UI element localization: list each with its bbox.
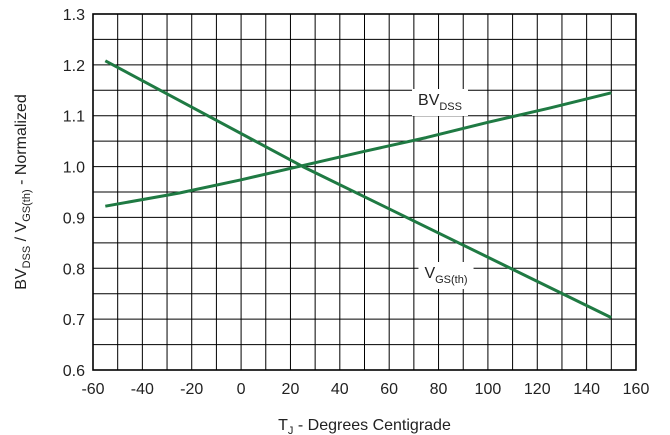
y-tick-label: 0.7 bbox=[63, 312, 85, 329]
y-tick-label: 1.0 bbox=[63, 160, 85, 177]
x-tick-labels: -60 -40 -20 0 20 40 60 80 100 120 140 160 bbox=[81, 381, 649, 398]
x-axis-title: TJ - Degrees Centigrade bbox=[278, 417, 451, 435]
y-tick-label: 0.6 bbox=[63, 363, 85, 380]
series-line-0 bbox=[105, 91, 612, 208]
y-tick-label: 0.8 bbox=[63, 261, 85, 278]
y-tick-labels: 0.6 0.7 0.8 0.9 1.0 1.1 1.2 1.3 bbox=[63, 7, 85, 380]
y-tick-label: 1.3 bbox=[63, 7, 85, 24]
x-tick-label: 120 bbox=[524, 381, 551, 398]
x-tick-label: 140 bbox=[573, 381, 600, 398]
x-tick-label: 60 bbox=[380, 381, 398, 398]
x-tick-label: 80 bbox=[430, 381, 448, 398]
series-label-text: VGS(th) bbox=[424, 265, 467, 286]
x-tick-label: 40 bbox=[331, 381, 349, 398]
series-label-0: BVDSS bbox=[412, 89, 468, 116]
series-label-background bbox=[412, 89, 468, 116]
grid bbox=[92, 13, 637, 371]
series-labels: BVDSS VGS(th) bbox=[412, 89, 474, 289]
series-label-1: VGS(th) bbox=[418, 262, 474, 289]
series-lines bbox=[104, 59, 612, 319]
x-tick-label: 0 bbox=[237, 381, 246, 398]
y-tick-label: 0.9 bbox=[63, 210, 85, 227]
x-tick-label: -60 bbox=[81, 381, 104, 398]
series-label-background bbox=[418, 262, 474, 289]
series-line-1 bbox=[104, 59, 612, 319]
y-tick-label: 1.1 bbox=[63, 109, 85, 126]
plot-frame bbox=[92, 13, 637, 371]
x-tick-label: 100 bbox=[475, 381, 502, 398]
y-tick-label: 1.2 bbox=[63, 58, 85, 75]
x-tick-label: -20 bbox=[180, 381, 203, 398]
x-tick-label: 160 bbox=[623, 381, 650, 398]
y-axis-title: BVDSS / VGS(th) - Normalized bbox=[13, 94, 33, 290]
series-label-text: BVDSS bbox=[418, 92, 462, 113]
x-tick-label: 20 bbox=[282, 381, 300, 398]
x-tick-label: -40 bbox=[131, 381, 154, 398]
